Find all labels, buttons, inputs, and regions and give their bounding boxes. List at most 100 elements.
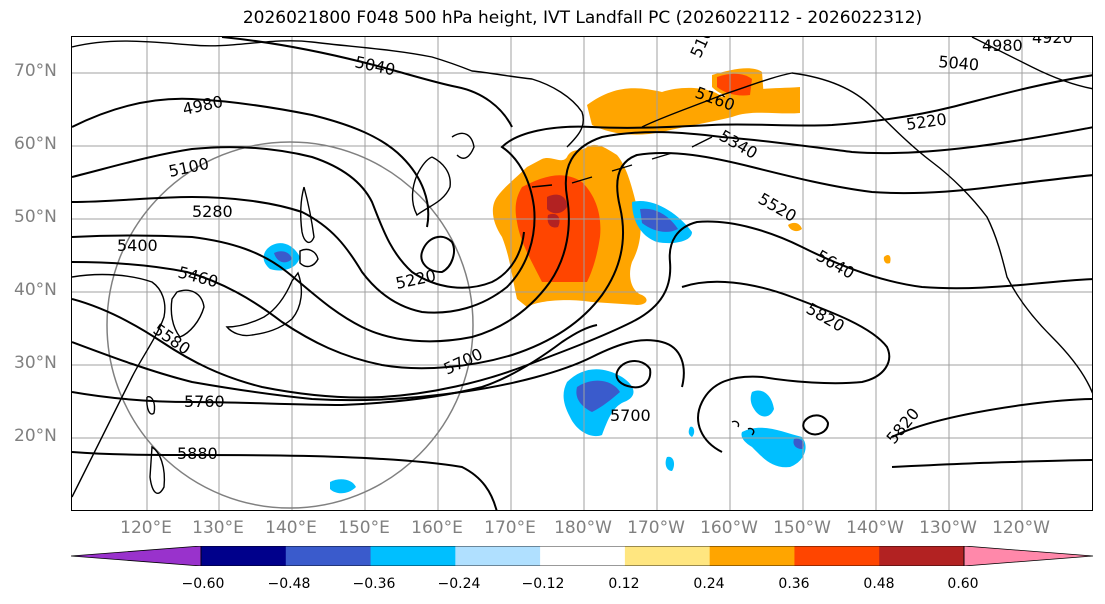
lat-label-30n: 30°N xyxy=(14,353,57,373)
contour-5820-ring xyxy=(802,414,830,436)
contour-label-5700-low: 5700 xyxy=(610,406,651,425)
height-contours xyxy=(72,37,1092,510)
contour-label-5220: 5220 xyxy=(394,266,438,293)
contour-4980 xyxy=(72,97,430,228)
colorbar-tick: 0.12 xyxy=(608,576,640,592)
colorbar-outline xyxy=(200,546,965,566)
coast-honshu xyxy=(225,271,303,337)
coast-hawaii xyxy=(731,420,755,436)
coast-sakhalin xyxy=(299,186,315,244)
ivt-shade-blue-south xyxy=(330,479,356,494)
ivt-shade-orange-east-tiny xyxy=(883,255,891,264)
lon-label-140w: 140°W xyxy=(846,518,904,538)
lon-label-120w: 120°W xyxy=(992,518,1050,538)
lon-label-130w: 130°W xyxy=(919,518,977,538)
colorbar-segments xyxy=(201,546,965,566)
colorbar-tick: 0.24 xyxy=(693,576,725,592)
contour-5880 xyxy=(72,451,498,510)
ivt-shade-darkblue-japan xyxy=(274,251,292,263)
colorbar-extend-low xyxy=(71,546,202,566)
ivt-shade-blue-hawaii-n xyxy=(750,390,774,417)
colorbar-tick: −0.36 xyxy=(352,576,396,592)
contour-5940 xyxy=(891,459,1092,468)
contour-label-5340: 5340 xyxy=(716,126,761,163)
lat-label-60n: 60°N xyxy=(14,134,57,154)
lon-label-150e: 150°E xyxy=(338,518,390,538)
coast-alaska xyxy=(641,72,1092,394)
lat-label-70n: 70°N xyxy=(14,61,57,81)
ivt-shade-orange-east-small xyxy=(788,222,802,232)
coast-hokkaido xyxy=(299,248,319,268)
lon-label-120e: 120°E xyxy=(120,518,172,538)
contour-5580 xyxy=(72,220,1092,399)
colorbar-segment xyxy=(709,546,795,566)
contour-label-5580: 5580 xyxy=(150,320,194,359)
coast-siberia xyxy=(72,40,584,148)
colorbar-extend-high xyxy=(963,546,1094,566)
coast-kamchatka-n xyxy=(451,132,475,159)
ivt-negative-shading xyxy=(263,201,806,494)
contour-label-4920: 4920 xyxy=(1032,37,1073,47)
contour-label-5460: 5460 xyxy=(176,263,220,292)
ivt-shade-blue-small1 xyxy=(665,456,675,471)
contour-label-5820-b: 5820 xyxy=(883,404,924,447)
coast-taiwan xyxy=(146,396,156,415)
lon-label-160e: 160°E xyxy=(411,518,463,538)
lon-label-140e: 140°E xyxy=(265,518,317,538)
lon-label-130e: 130°E xyxy=(192,518,244,538)
colorbar-segment xyxy=(201,546,287,566)
coast-korea xyxy=(170,289,205,338)
contour-label-5640: 5640 xyxy=(813,246,858,283)
colorbar-segment xyxy=(455,546,541,566)
coast-kamchatka xyxy=(411,156,451,217)
ivt-shade-red-central xyxy=(515,175,601,282)
ivt-shade-darkblue-central xyxy=(576,380,620,412)
contour-5220-low xyxy=(420,235,455,274)
contour-label-5100-b: 5100 xyxy=(686,37,720,61)
contour-5400 xyxy=(72,126,1092,343)
contour-label-5880: 5880 xyxy=(177,444,218,463)
range-circle xyxy=(106,141,474,509)
colorbar-tick: 0.36 xyxy=(778,576,810,592)
colorbar-tick: −0.24 xyxy=(437,576,481,592)
colorbar-tick: −0.12 xyxy=(521,576,565,592)
ivt-shade-blue-hawaii xyxy=(741,427,806,468)
contour-5760 xyxy=(72,324,598,407)
coast-china xyxy=(72,273,166,498)
contour-label-5820: 5820 xyxy=(803,299,848,336)
contour-label-5400: 5400 xyxy=(117,236,158,255)
contour-label-5100: 5100 xyxy=(167,154,211,181)
colorbar-tick: 0.48 xyxy=(863,576,895,592)
contour-label-5040-east: 5040 xyxy=(938,52,980,74)
contour-5280 xyxy=(72,74,1092,314)
contour-5820 xyxy=(681,280,891,453)
lon-label-170w: 170°W xyxy=(627,518,685,538)
contour-5700 xyxy=(72,339,685,402)
coast-greenland-edge xyxy=(971,37,1092,90)
contour-label-5760: 5760 xyxy=(184,392,225,411)
contour-label-5520: 5520 xyxy=(755,189,800,226)
map-title: 2026021800 F048 500 hPa height, IVT Land… xyxy=(242,8,923,28)
lat-label-40n: 40°N xyxy=(14,280,57,300)
colorbar-segment xyxy=(540,546,626,566)
contour-label-5040: 5040 xyxy=(353,52,397,79)
lon-label-150w: 150°W xyxy=(773,518,831,538)
colorbar-segment xyxy=(285,546,372,566)
contour-label-4980-east: 4980 xyxy=(982,37,1023,55)
lon-label-170e: 170°E xyxy=(484,518,536,538)
map-panel: 4980 5040 5100 5280 5400 5460 5580 5220 … xyxy=(71,36,1093,511)
ivt-shade-red-aleutian xyxy=(717,73,752,96)
colorbar xyxy=(71,546,1094,566)
colorbar-tick: −0.48 xyxy=(267,576,311,592)
ivt-shade-darkred-spot2 xyxy=(547,213,560,228)
colorbar-segment xyxy=(879,546,965,566)
contour-5100 xyxy=(72,146,525,289)
contour-label-5700: 5700 xyxy=(441,344,486,378)
colorbar-segment xyxy=(794,546,880,566)
contour-5820-east xyxy=(891,398,1092,438)
contour-5040 xyxy=(221,37,513,128)
contour-label-5280: 5280 xyxy=(192,202,233,221)
lat-label-50n: 50°N xyxy=(14,207,57,227)
colorbar-segment xyxy=(624,546,711,566)
contour-label-4980: 4980 xyxy=(181,92,225,119)
